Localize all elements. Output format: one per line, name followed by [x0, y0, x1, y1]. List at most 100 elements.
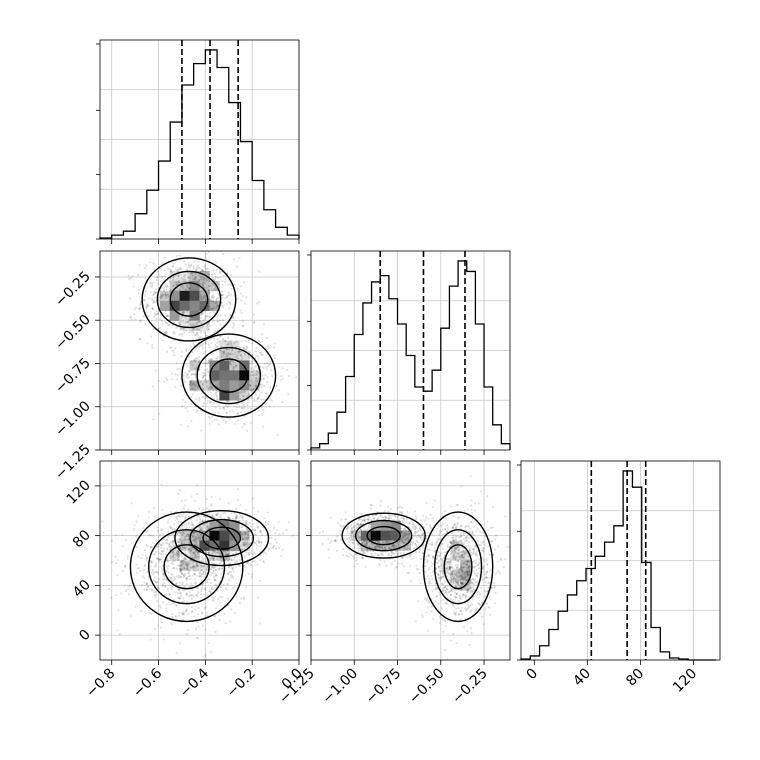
param-2-vs-param-3-point — [441, 559, 444, 563]
param-1-vs-param-3-point — [177, 596, 180, 599]
param-1-vs-param-2-point — [200, 321, 203, 324]
param-1-vs-param-3-point — [180, 572, 183, 576]
param-1-vs-param-3-point — [186, 533, 189, 536]
param-1-vs-param-2-point — [215, 302, 218, 305]
param-1-vs-param-2-point — [210, 308, 213, 311]
param-1-vs-param-3-point — [212, 566, 215, 570]
param-1-vs-param-3-point — [212, 600, 215, 603]
param-2-vs-param-3-point — [460, 541, 463, 544]
param-1-vs-param-3-point — [191, 593, 194, 596]
param-2-vs-param-3-point — [472, 549, 475, 552]
param-2-vs-param-3-point — [455, 611, 458, 614]
param-1-vs-param-2-point — [198, 336, 201, 339]
param-1-vs-param-2-point — [214, 286, 217, 289]
param-1-vs-param-3-point — [195, 518, 198, 521]
param-2-vs-param-3-point — [491, 526, 494, 529]
param-1-vs-param-2-point — [172, 321, 175, 324]
param-1-vs-param-3-point — [207, 526, 210, 529]
param-1-vs-param-2-point — [258, 270, 261, 273]
param-1-vs-param-2-point — [166, 378, 169, 382]
param-1-vs-param-2-point — [236, 297, 240, 300]
param-1-vs-param-2-point — [245, 345, 249, 349]
param-1-vs-param-2-point — [188, 266, 191, 269]
param-2-vs-param-3-point — [477, 590, 480, 593]
param-2-vs-param-3-point — [394, 566, 398, 569]
param-1-vs-param-3-point — [140, 609, 143, 613]
param-1-vs-param-2-point — [197, 320, 200, 323]
param-2-vs-param-3-point — [471, 590, 474, 593]
param-2-vs-param-3-point — [481, 531, 484, 534]
param-1-vs-param-2-point — [203, 369, 206, 372]
param-2-vs-param-3-point — [405, 540, 408, 544]
param-1-vs-param-2-point — [156, 276, 159, 279]
param-1-vs-param-2-point — [184, 278, 187, 281]
param-2-vs-param-3-point — [387, 554, 390, 557]
param-2-vs-param-3-point — [367, 519, 370, 522]
param-2-vs-param-3-point — [468, 571, 471, 574]
param-1-vs-param-2-point — [189, 381, 192, 384]
param-1-vs-param-3-point — [148, 611, 151, 615]
param-1-vs-param-2-point — [208, 298, 211, 301]
param-1-vs-param-3-density-cell — [189, 530, 200, 541]
param-1-vs-param-2-point — [189, 263, 192, 266]
param-1-vs-param-3-point — [186, 576, 189, 579]
param-1-vs-param-2-point — [218, 349, 221, 352]
param-1-vs-param-2-density-cell — [159, 300, 170, 311]
param-1-vs-param-2-point — [180, 277, 183, 280]
param-1-vs-param-3-point — [202, 565, 205, 568]
param-2-vs-param-3-point — [376, 553, 379, 557]
param-1-vs-param-2-point — [235, 340, 238, 343]
param-1-vs-param-2-point — [207, 415, 210, 418]
param-1-vs-param-2-point — [164, 309, 167, 313]
param-1-vs-param-2-point — [203, 297, 206, 300]
param-1-vs-param-2-point — [183, 274, 186, 277]
param-1-vs-param-3-point — [162, 601, 165, 604]
param-2-vs-param-3-point — [430, 575, 433, 578]
param-1-vs-param-2-point — [254, 384, 257, 387]
param-2-vs-param-3-point — [462, 550, 466, 553]
param-1-vs-param-2-point — [250, 362, 253, 365]
param-1-vs-param-2-point — [225, 400, 228, 403]
param-1-vs-param-3-point — [170, 562, 173, 565]
param-1-vs-param-3-point — [221, 559, 224, 562]
param-1-vs-param-3-point — [222, 549, 225, 553]
param-1-vs-param-2-point — [176, 268, 179, 271]
param-1-vs-param-3-point — [206, 581, 209, 584]
param-1-vs-param-3-point — [229, 565, 232, 568]
param-2-vs-param-3-point — [423, 597, 426, 600]
param-1-vs-param-2-point — [152, 418, 155, 421]
param-2-vs-param-3-point — [443, 619, 447, 622]
param-2-vs-param-3-point — [470, 590, 473, 593]
param-1-vs-param-3-point — [204, 560, 207, 563]
param-2-vs-param-3-point — [430, 582, 433, 585]
param-1-vs-param-2-point — [241, 425, 244, 428]
param-2-vs-param-3-point — [459, 597, 462, 601]
param-1-vs-param-2-point — [177, 281, 180, 284]
param-2-vs-param-3-point — [462, 552, 465, 555]
param-2-vs-param-3-point — [376, 545, 379, 549]
param-2-vs-param-3-point — [445, 567, 449, 571]
param-2-vs-param-3-point — [462, 571, 465, 575]
param-1-vs-param-2-point — [181, 398, 184, 401]
param-1-vs-param-3-point — [219, 595, 222, 598]
param-1-vs-param-2-point — [202, 330, 206, 333]
param-2-vs-param-3-point — [463, 607, 467, 610]
param-2-vs-param-3-point — [424, 555, 427, 558]
param-1-vs-param-3-point — [245, 532, 248, 535]
param-1-vs-param-2-point — [227, 400, 230, 403]
param-1-vs-param-3-point — [228, 516, 231, 519]
param-1-vs-param-2-point — [193, 360, 196, 363]
param-1-vs-param-2-point — [213, 418, 216, 421]
param-1-vs-param-3-point — [180, 564, 183, 567]
param-1-vs-param-3-point — [246, 523, 249, 526]
param-2-vs-param-3-point — [437, 566, 440, 569]
param-2-vs-param-3-point — [479, 593, 482, 596]
param-1-vs-param-2-density-cell — [199, 300, 210, 311]
param-1-vs-param-2-point — [186, 425, 189, 428]
param-1-vs-param-2-point — [221, 349, 224, 353]
param-1-vs-param-3-point — [227, 516, 230, 520]
param-1-vs-param-2-point — [201, 345, 204, 348]
param-1-vs-param-2-point — [218, 271, 221, 274]
param-1-vs-param-3-point — [185, 593, 188, 596]
param-1-vs-param-2-point — [189, 380, 192, 383]
